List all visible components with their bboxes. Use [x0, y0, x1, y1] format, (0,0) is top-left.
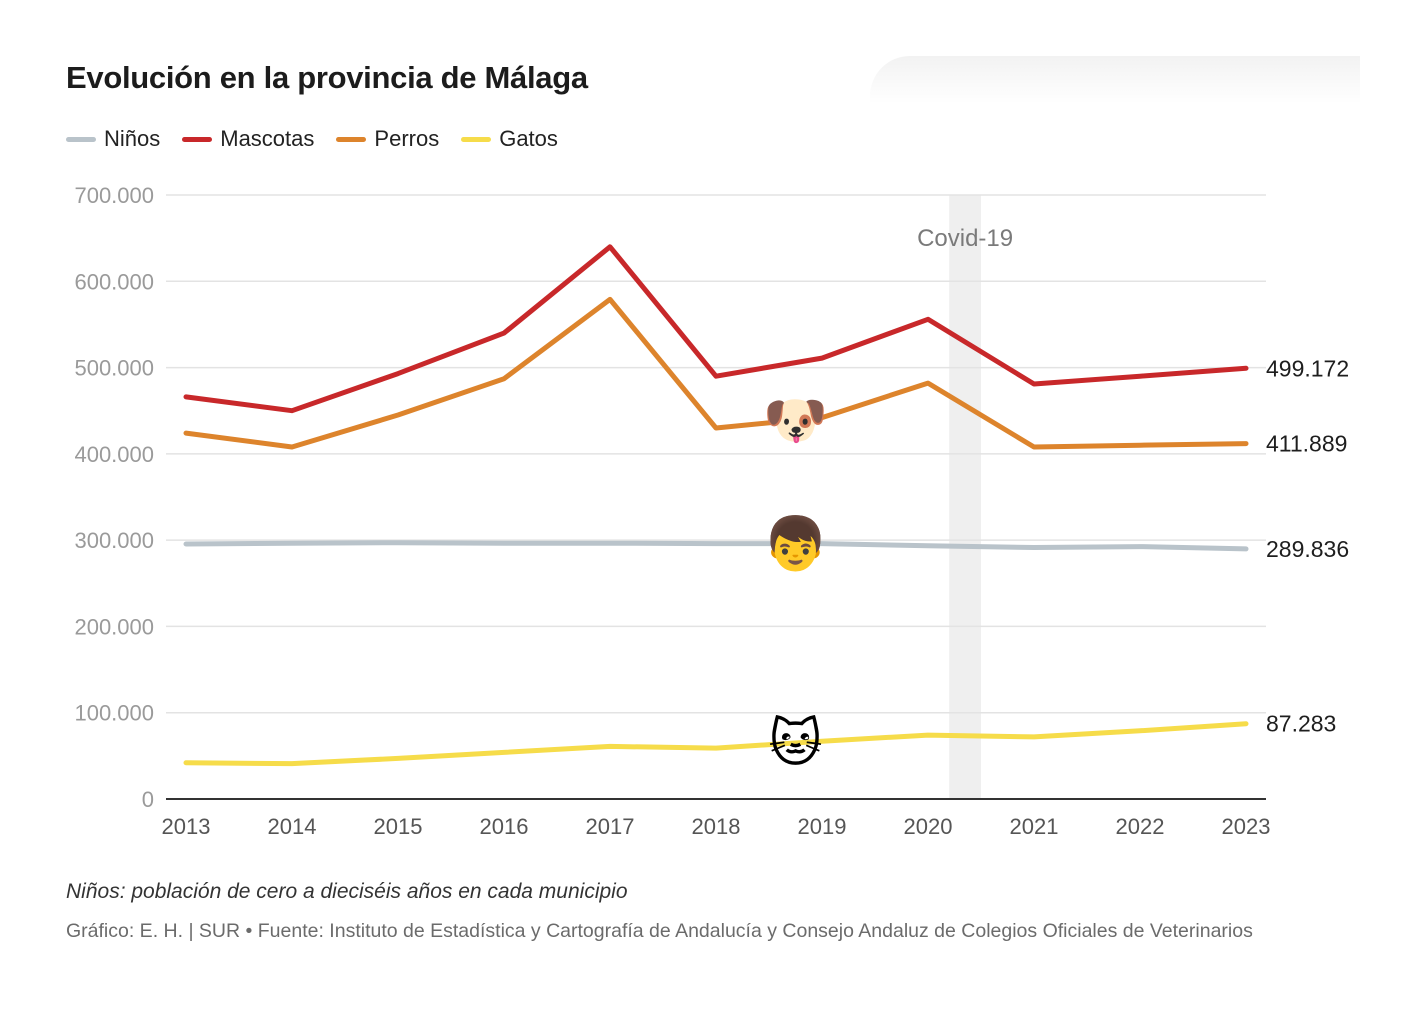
legend-swatch-ninos	[66, 136, 96, 142]
x-tick-label: 2014	[268, 814, 317, 839]
header-shadow	[870, 56, 1360, 104]
x-tick-label: 2021	[1010, 814, 1059, 839]
end-value-label: 411.889	[1266, 431, 1347, 457]
chart-title: Evolución en la provincia de Málaga	[66, 60, 588, 95]
y-tick-label: 400.000	[74, 442, 154, 467]
x-tick-label: 2023	[1222, 814, 1271, 839]
covid-label: Covid-19	[917, 225, 1013, 252]
y-tick-label: 500.000	[74, 356, 154, 381]
legend-swatch-gatos	[461, 136, 492, 142]
x-tick-label: 2018	[692, 814, 741, 839]
series-line-perros	[183, 296, 1249, 450]
series-line-mascotas	[183, 244, 1249, 414]
y-tick-label: 0	[142, 787, 154, 812]
legend-swatch-mascotas	[182, 136, 213, 142]
footnote: Niños: población de cero a dieciséis año…	[66, 880, 628, 903]
emoji-marker: 🐶	[763, 392, 828, 450]
legend-label-gatos: Gatos	[499, 126, 558, 151]
y-tick-label: 100.000	[74, 701, 154, 726]
y-tick-label: 600.000	[74, 269, 154, 294]
legend-item-mascotas: Mascotas	[182, 126, 314, 152]
y-tick-label: 200.000	[74, 614, 154, 639]
legend-swatch-perros	[336, 136, 367, 142]
emoji-marker: 👦	[763, 514, 828, 574]
legend-item-ninos: Niños	[66, 126, 160, 152]
x-tick-label: 2020	[904, 814, 953, 839]
legend-label-mascotas: Mascotas	[220, 126, 315, 151]
x-tick-label: 2013	[162, 814, 211, 839]
end-value-label: 289.836	[1266, 536, 1349, 562]
line-chart: 0 100.000 200.000 300.000 400.000 500.000 600.…	[74, 183, 1349, 839]
end-value-label: 499.172	[1266, 355, 1349, 381]
x-tick-label: 2016	[480, 814, 529, 839]
end-value-label: 87.283	[1266, 711, 1336, 737]
legend-item-gatos: Gatos	[461, 126, 558, 152]
y-tick-label: 300.000	[74, 528, 154, 553]
legend-item-perros: Perros	[336, 126, 439, 152]
legend-label-perros: Perros	[374, 126, 440, 151]
chart-legend: Niños Mascotas Perros Gatos	[66, 126, 580, 152]
series-line-gatos	[183, 721, 1249, 767]
x-tick-label: 2019	[798, 814, 847, 839]
x-tick-label: 2015	[374, 814, 423, 839]
series-line-ninos	[183, 540, 1249, 552]
emoji-marker: 🐱	[768, 715, 822, 773]
legend-label-ninos: Niños	[104, 126, 161, 151]
covid-band	[949, 195, 981, 799]
y-tick-label: 700.000	[74, 183, 154, 208]
x-tick-label: 2017	[586, 814, 635, 839]
x-tick-label: 2022	[1116, 814, 1165, 839]
source-credit: Gráfico: E. H. | SUR • Fuente: Instituto…	[66, 920, 1253, 942]
